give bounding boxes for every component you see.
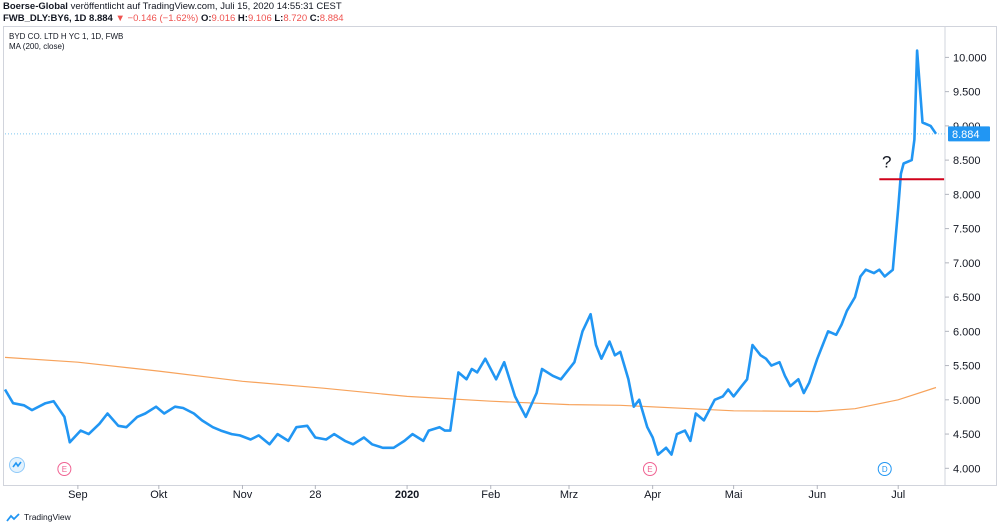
y-tick-label: 7.000 <box>953 258 981 270</box>
tv-logo-badge[interactable] <box>9 457 25 473</box>
author-name: Boerse-Global <box>3 1 68 12</box>
last-price-badge-text: 8.884 <box>952 129 980 141</box>
x-tick-label: 28 <box>309 489 321 501</box>
publish-info: Boerse-Global veröffentlicht auf Trading… <box>3 1 342 12</box>
y-tick-label: 8.500 <box>953 155 981 167</box>
footer: TradingView <box>6 512 71 522</box>
y-tick-label: 5.000 <box>953 395 981 407</box>
event-marker-circle <box>642 462 657 476</box>
x-tick-label: Sep <box>68 489 88 501</box>
event-marker-label: E <box>647 465 652 474</box>
chart-trend-icon <box>12 461 22 468</box>
question-annotation: ? <box>882 152 891 171</box>
event-marker-circle <box>877 462 892 476</box>
y-tick-label: 5.500 <box>953 361 981 373</box>
event-marker-label: E <box>62 465 67 474</box>
x-tick-label: Mrz <box>560 489 578 501</box>
y-tick-label: 7.500 <box>953 224 981 236</box>
price-change: −0.146 (−1.62%) <box>127 13 199 24</box>
symbol-info: FWB_DLY:BY6, 1D 8.884 ▼ −0.146 (−1.62%) … <box>3 13 344 24</box>
x-tick-label: Apr <box>644 489 661 501</box>
last-price-badge <box>948 126 990 142</box>
y-tick-label: 10.000 <box>953 52 987 64</box>
legend-indicator: MA (200, close) <box>9 42 65 51</box>
price-line <box>3 49 938 456</box>
x-tick-label: Jul <box>891 489 905 501</box>
change-arrow-icon: ▼ <box>115 13 125 24</box>
x-tick-label: Jun <box>808 489 826 501</box>
x-tick-label: Nov <box>233 489 253 501</box>
event-marker-e[interactable]: E <box>642 462 657 476</box>
high-label: H: <box>237 13 248 24</box>
x-tick-label: Okt <box>150 489 167 501</box>
event-marker-label: D <box>882 465 888 474</box>
price-axis[interactable]: 10.0009.5009.0008.5008.0007.5007.0006.50… <box>945 52 987 475</box>
legend-title: BYD CO. LTD H YC 1, 1D, FWB <box>9 32 123 41</box>
publish-date: veröffentlicht auf TradingView.com, Juli… <box>70 1 342 12</box>
event-marker-circle <box>57 462 72 476</box>
y-tick-label: 8.000 <box>953 189 981 201</box>
low-label: L: <box>274 13 284 24</box>
event-marker-d[interactable]: D <box>877 462 892 476</box>
high-value: 9.106 <box>247 13 272 24</box>
symbol-name: FWB_DLY:BY6, 1D <box>3 13 87 24</box>
y-tick-label: 4.500 <box>953 429 981 441</box>
x-tick-label: 2020 <box>395 489 419 501</box>
y-tick-label: 9.500 <box>953 87 981 99</box>
y-tick-label: 6.000 <box>953 326 981 338</box>
y-tick-label: 4.000 <box>953 463 981 475</box>
close-label: C: <box>309 13 320 24</box>
close-value: 8.884 <box>319 13 344 24</box>
tradingview-logo-icon <box>6 512 20 522</box>
x-tick-label: Feb <box>481 489 500 501</box>
last-price: 8.884 <box>89 13 113 24</box>
footer-brand[interactable]: TradingView <box>24 512 71 522</box>
time-axis[interactable]: Sep Okt Nov 28 2020 Feb Mrz Apr Mai Jun Jul <box>68 485 905 501</box>
ma-line <box>4 356 937 413</box>
open-label: O: <box>200 13 212 24</box>
event-marker-e[interactable]: E <box>57 462 72 476</box>
y-tick-label: 6.500 <box>953 292 981 304</box>
last-price-tag: 8.884 <box>948 126 990 142</box>
chart-frame <box>3 26 997 486</box>
x-tick-label: Mai <box>725 489 743 501</box>
open-value: 9.016 <box>211 13 236 24</box>
low-value: 8.720 <box>283 13 308 24</box>
